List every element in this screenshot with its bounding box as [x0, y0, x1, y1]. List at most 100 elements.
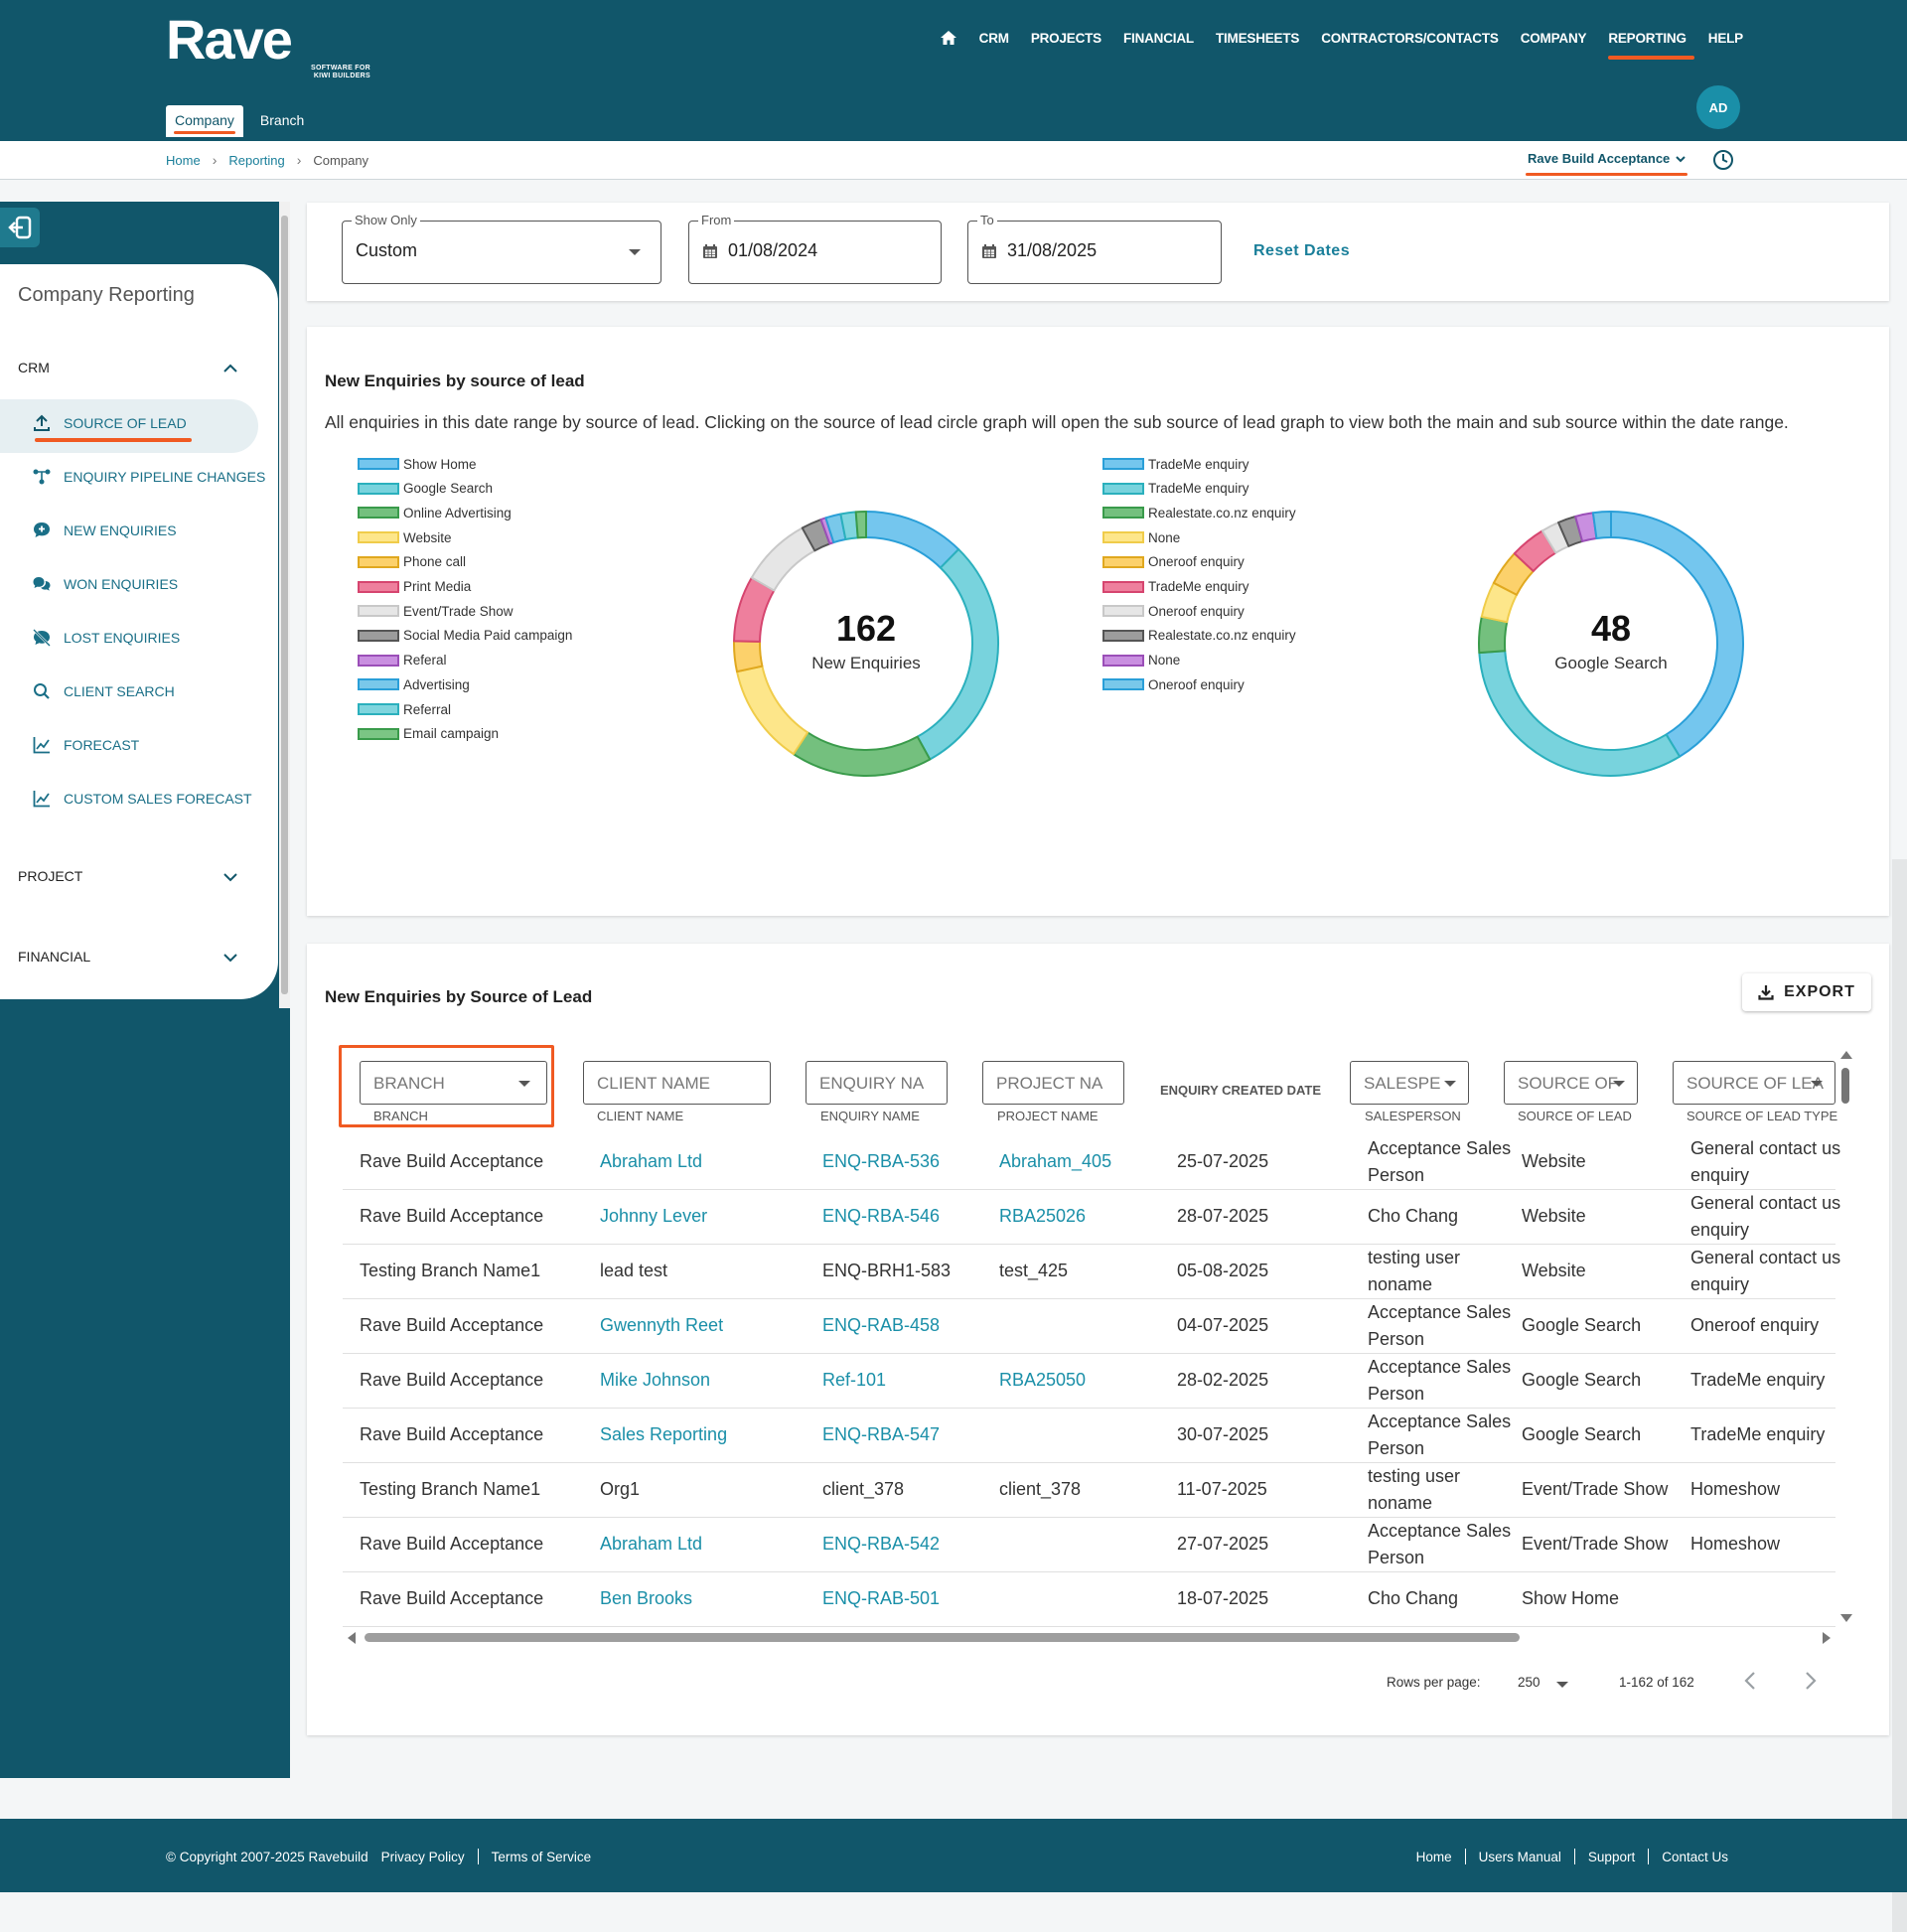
calendar-icon[interactable] [981, 243, 997, 259]
tab-branch[interactable]: Branch [259, 112, 305, 128]
collapse-sidebar-button[interactable] [0, 208, 40, 247]
cell-project-name[interactable]: RBA25026 [999, 1206, 1087, 1226]
privacy-policy-link[interactable]: Privacy Policy [380, 1849, 465, 1864]
cell-enquiry-name[interactable]: ENQ-RAB-501 [822, 1588, 941, 1608]
legend-item[interactable]: Realestate.co.nz enquiry [1102, 504, 1296, 521]
cell-client-name[interactable]: Gwennyth Reet [600, 1315, 724, 1335]
scroll-right-arrow-icon[interactable] [1823, 1632, 1831, 1644]
source-of-lead-filter-select[interactable]: SOURCE OF [1504, 1061, 1638, 1105]
legend-item[interactable]: Print Media [358, 578, 471, 596]
project-name-filter-input[interactable]: PROJECT NA [982, 1061, 1124, 1105]
nav-projects[interactable]: PROJECTS [1030, 30, 1101, 46]
client-name-filter-input[interactable]: CLIENT NAME [583, 1061, 771, 1105]
table-row[interactable]: Rave Build Acceptance Johnny Lever ENQ-RBA… [343, 1189, 1840, 1245]
breadcrumb-reporting[interactable]: Reporting [228, 152, 285, 168]
nav-financial[interactable]: FINANCIAL [1122, 30, 1194, 46]
scroll-up-arrow-icon[interactable] [1840, 1051, 1852, 1059]
sidebar-item-forecast[interactable]: FORECAST [32, 733, 139, 757]
legend-item[interactable]: Oneroof enquiry [1102, 553, 1245, 571]
scroll-left-arrow-icon[interactable] [348, 1632, 356, 1644]
sidebar-item-custom-sales-forecast[interactable]: CUSTOM SALES FORECAST [32, 787, 252, 811]
user-avatar[interactable]: AD [1696, 85, 1740, 129]
table-row[interactable]: Testing Branch Name1 Org1 client_378 client… [343, 1462, 1835, 1518]
sidebar-item-enquiry-pipeline-changes[interactable]: ENQUIRY PIPELINE CHANGES [32, 465, 265, 489]
cell-client-name[interactable]: Ben Brooks [600, 1588, 693, 1608]
legend-item[interactable]: Event/Trade Show [358, 602, 513, 620]
from-date-field[interactable]: From 01/08/2024 [688, 213, 942, 284]
home-icon[interactable] [940, 30, 957, 46]
legend-item[interactable]: TradeMe enquiry [1102, 578, 1249, 596]
legend-item[interactable]: Show Home [358, 455, 477, 473]
donut-slice-website[interactable] [736, 665, 809, 756]
cell-enquiry-name[interactable]: Ref-101 [822, 1370, 887, 1390]
nav-timesheets[interactable]: TIMESHEETS [1215, 30, 1300, 46]
reset-dates-button[interactable]: Reset Dates [1253, 242, 1351, 259]
caret-down-icon[interactable] [1556, 1682, 1568, 1688]
scroll-down-arrow-icon[interactable] [1840, 1614, 1852, 1622]
export-button[interactable]: EXPORT [1742, 973, 1871, 1011]
show-only-select[interactable]: Show Only Custom [342, 213, 661, 284]
nav-contractors-contacts[interactable]: CONTRACTORS/CONTACTS [1321, 30, 1499, 46]
terms-of-service-link[interactable]: Terms of Service [491, 1849, 592, 1864]
legend-item[interactable]: TradeMe enquiry [1102, 480, 1249, 498]
legend-item[interactable]: Realestate.co.nz enquiry [1102, 627, 1296, 645]
cell-project-name[interactable]: Abraham_405 [999, 1151, 1112, 1171]
sidebar-section-crm[interactable]: CRM [18, 360, 50, 375]
to-date-field[interactable]: To 31/08/2025 [967, 213, 1222, 284]
chevron-down-icon[interactable] [222, 953, 238, 963]
scrollbar-thumb[interactable] [281, 216, 288, 994]
legend-item[interactable]: Oneroof enquiry [1102, 602, 1245, 620]
table-row[interactable]: Rave Build Acceptance Ben Brooks ENQ-RAB-5… [343, 1571, 1835, 1627]
legend-item[interactable]: Google Search [358, 480, 493, 498]
table-row[interactable]: Rave Build Acceptance Abraham Ltd ENQ-RBA-… [343, 1134, 1840, 1190]
branch-filter-select[interactable]: BRANCH [360, 1061, 547, 1105]
table-row[interactable]: Testing Branch Name1 lead test ENQ-BRH1-58… [343, 1244, 1840, 1299]
sidebar-section-financial[interactable]: FINANCIAL [18, 949, 91, 965]
cell-client-name[interactable]: Johnny Lever [600, 1206, 708, 1226]
next-page-icon[interactable] [1798, 1669, 1822, 1693]
cell-enquiry-name[interactable]: ENQ-RBA-546 [822, 1206, 941, 1226]
sidebar-item-won-enquiries[interactable]: WON ENQUIRIES [32, 572, 178, 596]
cell-client-name[interactable]: Abraham Ltd [600, 1534, 703, 1554]
legend-item[interactable]: Referral [358, 700, 451, 718]
legend-item[interactable]: Oneroof enquiry [1102, 675, 1245, 693]
nav-help[interactable]: HELP [1707, 30, 1743, 46]
nav-crm[interactable]: CRM [978, 30, 1009, 46]
users-manual-link[interactable]: Users Manual [1478, 1849, 1561, 1864]
donut-slice-email-campaign[interactable] [854, 511, 867, 539]
legend-item[interactable]: Referal [358, 652, 447, 669]
breadcrumb-home[interactable]: Home [166, 152, 201, 168]
legend-item[interactable]: None [1102, 652, 1180, 669]
previous-page-icon[interactable] [1739, 1669, 1763, 1693]
cell-enquiry-name[interactable]: ENQ-RBA-536 [822, 1151, 941, 1171]
table-vertical-scrollbar[interactable] [1839, 1048, 1853, 1622]
nav-reporting[interactable]: REPORTING [1608, 30, 1695, 60]
company-selector[interactable]: Rave Build Acceptance [1525, 151, 1688, 176]
source-of-lead-type-filter-select[interactable]: SOURCE OF LEA [1673, 1061, 1835, 1105]
legend-item[interactable]: Email campaign [358, 725, 499, 743]
chevron-down-icon[interactable] [222, 872, 238, 882]
calendar-icon[interactable] [702, 243, 718, 259]
sidebar-item-new-enquiries[interactable]: NEW ENQUIRIES [32, 519, 177, 542]
table-row[interactable]: Rave Build Acceptance Abraham Ltd ENQ-RBA-… [343, 1517, 1835, 1572]
scrollbar-thumb[interactable] [365, 1633, 1520, 1642]
legend-item[interactable]: None [1102, 528, 1180, 546]
donut-slice-phone-call[interactable] [733, 640, 764, 673]
support-link[interactable]: Support [1587, 1849, 1636, 1864]
cell-client-name[interactable]: Mike Johnson [600, 1370, 711, 1390]
donut-slice-online-advertising[interactable] [792, 731, 932, 777]
sidebar-item-lost-enquiries[interactable]: LOST ENQUIRIES [32, 626, 180, 650]
rave-logo[interactable]: Rave SOFTWARE FOR KIWI BUILDERS [166, 10, 370, 80]
cell-enquiry-name[interactable]: ENQ-RBA-547 [822, 1424, 941, 1444]
legend-item[interactable]: Advertising [358, 675, 470, 693]
cell-enquiry-name[interactable]: ENQ-RBA-542 [822, 1534, 941, 1554]
table-horizontal-scrollbar[interactable] [343, 1629, 1835, 1645]
cell-client-name[interactable]: Abraham Ltd [600, 1151, 703, 1171]
rows-per-page-select[interactable]: 250 [1518, 1675, 1540, 1690]
history-clock-icon[interactable] [1712, 149, 1734, 171]
donut-chart-new-enquiries[interactable] [727, 505, 1005, 783]
scrollbar-thumb[interactable] [1841, 1068, 1849, 1104]
donut-slice-show-home[interactable] [865, 511, 960, 569]
donut-slice-event-trade-show[interactable] [750, 526, 816, 592]
sidebar-item-source-of-lead[interactable]: SOURCE OF LEAD [32, 411, 187, 435]
